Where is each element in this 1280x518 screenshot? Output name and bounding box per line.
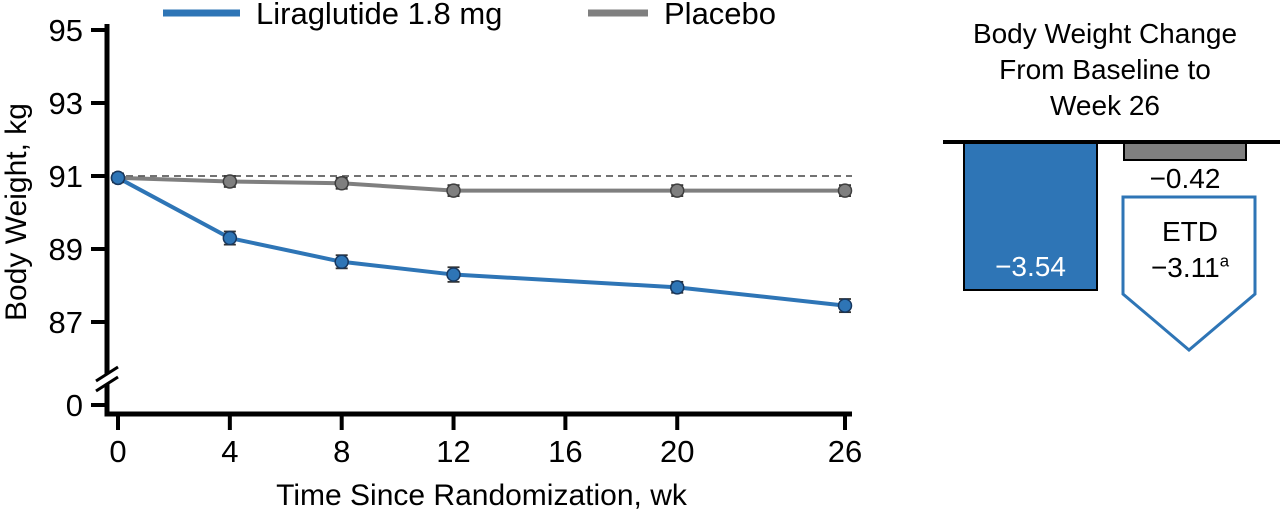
- svg-text:4: 4: [221, 434, 238, 469]
- etd-label: ETD: [1162, 216, 1218, 247]
- svg-text:20: 20: [660, 434, 694, 469]
- svg-text:26: 26: [828, 434, 862, 469]
- svg-text:91: 91: [49, 159, 83, 194]
- liraglutide-bar: −3.54: [963, 144, 1098, 291]
- svg-text:Placebo: Placebo: [664, 0, 776, 31]
- zero-axis-line: [943, 140, 1280, 144]
- svg-text:87: 87: [49, 305, 83, 340]
- svg-text:8: 8: [333, 434, 350, 469]
- svg-text:16: 16: [548, 434, 582, 469]
- svg-text:89: 89: [49, 232, 83, 267]
- svg-text:12: 12: [436, 434, 470, 469]
- etd-arrow: [1121, 195, 1257, 352]
- etd-value: −3.11a: [1150, 252, 1230, 284]
- bar-title-line-1: Body Weight Change: [972, 18, 1238, 49]
- svg-text:Liraglutide 1.8 mg: Liraglutide 1.8 mg: [256, 0, 502, 31]
- bar-chart-title: Body Weight Change From Baseline to Week…: [930, 16, 1280, 123]
- svg-text:95: 95: [49, 13, 83, 48]
- bar-title-line-2: From Baseline to: [999, 53, 1211, 85]
- line-chart-svg: 0 87 89 91 93 95 0 4 8 12 16 20 26 Time Since Randomi…: [0, 0, 862, 512]
- placebo-bar: [1123, 144, 1247, 162]
- liraglutide-bar-label: −3.54: [995, 250, 1066, 282]
- etd-annotation: ETD −3.11a: [1120, 214, 1260, 287]
- svg-text:Body Weight, kg: Body Weight, kg: [0, 103, 33, 321]
- bar-title-line-3: Week 26: [1050, 89, 1160, 121]
- svg-text:93: 93: [49, 86, 83, 121]
- placebo-bar-label: −0.42: [1149, 163, 1221, 195]
- line-chart: 0 87 89 91 93 95 0 4 8 12 16 20 26 Time Since Randomi…: [0, 0, 862, 512]
- svg-text:0: 0: [109, 434, 126, 469]
- svg-text:Time Since Randomization, wk: Time Since Randomization, wk: [276, 479, 688, 512]
- svg-text:0: 0: [66, 388, 83, 423]
- bar-chart: Body Weight Change From Baseline to Week…: [930, 0, 1280, 518]
